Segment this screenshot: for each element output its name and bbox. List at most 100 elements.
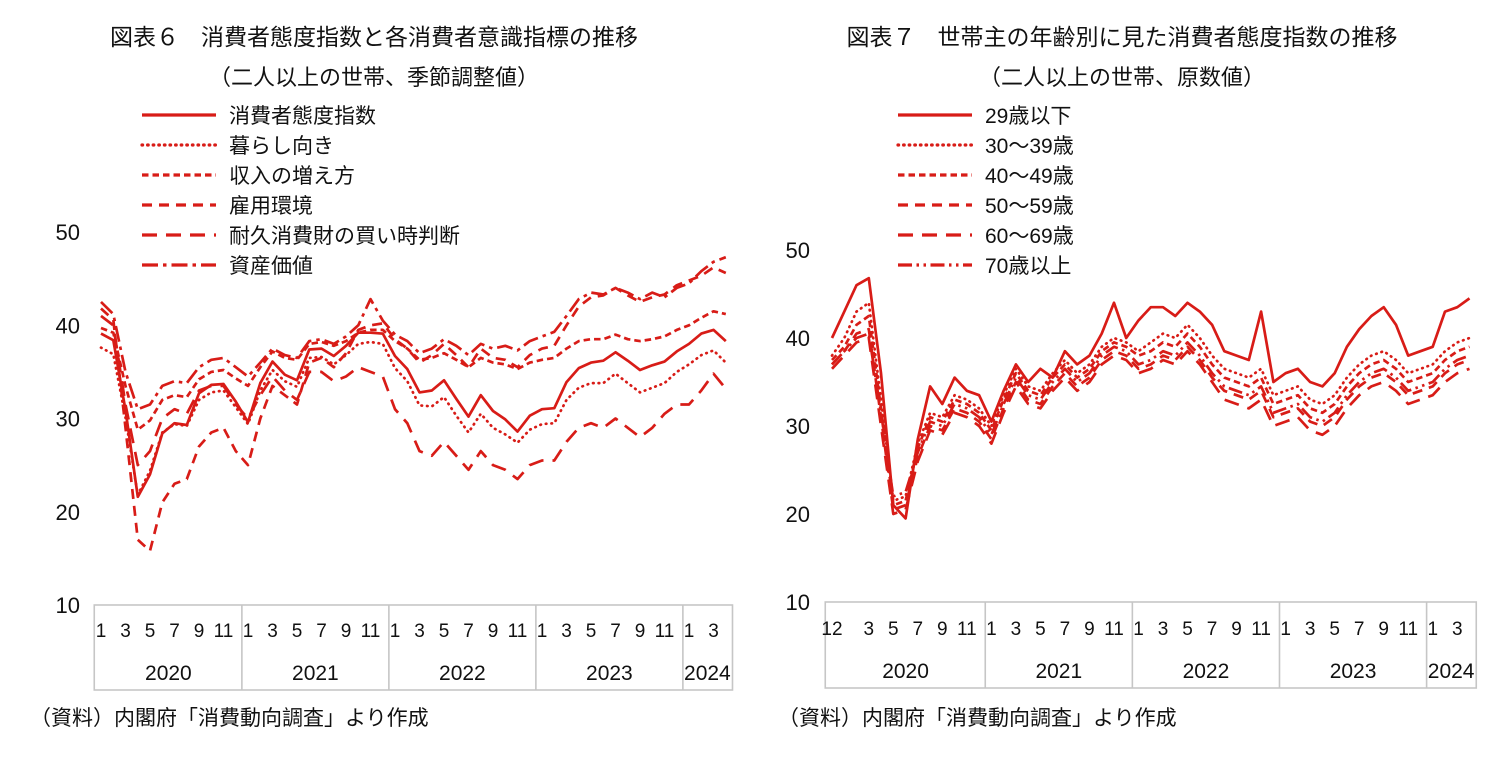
figure7-title-text: 世帯主の年齢別に見た消費者態度指数の推移 xyxy=(937,24,1398,50)
x-month-tick-label: 7 xyxy=(1060,619,1071,640)
series-line-2 xyxy=(830,301,1471,503)
figure7-subtitle: （二人以上の世帯、原数値） xyxy=(978,65,1265,90)
x-month-tick-label: 11 xyxy=(1251,619,1271,640)
figure7-number: 図表７ xyxy=(846,24,916,50)
x-year-label: 2024 xyxy=(684,662,731,685)
y-axis-tick-label: 50 xyxy=(786,238,810,263)
x-month-tick-label: 1 xyxy=(96,621,107,642)
y-axis-tick-label: 30 xyxy=(786,414,810,439)
x-month-tick-label: 5 xyxy=(292,621,303,642)
legend-label: 60～69歳 xyxy=(985,225,1074,248)
figure6-title: 図表６ 消費者態度指数と各消費者意識指標の推移 xyxy=(0,24,748,52)
series-line-4 xyxy=(100,266,727,553)
figure6-subtitle: （二人以上の世帯、季節調整値） xyxy=(208,65,539,90)
x-month-tick-label: 7 xyxy=(463,621,474,642)
x-month-tick-label: 5 xyxy=(1329,619,1340,640)
legend-label: 29歳以下 xyxy=(985,105,1071,128)
x-month-tick-label: 11 xyxy=(214,621,234,642)
series-line-4 xyxy=(831,327,1470,511)
x-month-tick-label: 3 xyxy=(1011,619,1022,640)
x-month-tick-label: 3 xyxy=(1158,619,1169,640)
x-month-tick-label: 1 xyxy=(1280,619,1291,640)
x-month-tick-label: 5 xyxy=(1182,619,1193,640)
y-axis-tick-label: 10 xyxy=(786,590,810,615)
x-month-tick-label: 9 xyxy=(937,619,948,640)
x-month-tick-label: 5 xyxy=(145,621,156,642)
x-month-tick-label: 1 xyxy=(1427,619,1438,640)
x-month-tick-label: 1 xyxy=(537,621,548,642)
x-month-tick-label: 11 xyxy=(957,619,977,640)
x-year-label: 2023 xyxy=(1330,660,1377,683)
x-year-label: 2022 xyxy=(1183,660,1230,683)
x-month-tick-label: 7 xyxy=(913,619,924,640)
x-month-tick-label: 9 xyxy=(635,621,646,642)
figure6-number: 図表６ xyxy=(110,24,179,50)
x-month-tick-label: 7 xyxy=(1207,619,1218,640)
x-year-label: 2023 xyxy=(586,662,633,685)
x-month-tick-label: 9 xyxy=(488,621,499,642)
x-month-tick-label: 11 xyxy=(361,621,381,642)
figure7-panel: 図表７ 世帯主の年齢別に見た消費者態度指数の推移 （二人以上の世帯、原数値） 50… xyxy=(748,0,1496,783)
series-line-6 xyxy=(100,255,727,411)
legend-label: 暮らし向き xyxy=(229,135,334,158)
x-month-tick-label: 3 xyxy=(267,621,278,642)
x-month-tick-label: 1 xyxy=(243,621,254,642)
legend-label: 耐久消費財の買い時判断 xyxy=(229,225,460,248)
figure7-title: 図表７ 世帯主の年齢別に見た消費者態度指数の推移 xyxy=(748,24,1496,52)
x-month-tick-label: 3 xyxy=(863,619,874,640)
series-line-1 xyxy=(830,276,1471,520)
x-year-label: 2024 xyxy=(1428,660,1475,683)
x-month-tick-label: 9 xyxy=(1378,619,1389,640)
x-month-tick-label: 5 xyxy=(439,621,450,642)
x-month-tick-label: 7 xyxy=(610,621,621,642)
y-axis-tick-label: 30 xyxy=(56,407,80,432)
x-month-tick-label: 5 xyxy=(888,619,899,640)
x-month-tick-label: 3 xyxy=(1305,619,1316,640)
x-month-tick-label: 1 xyxy=(390,621,401,642)
legend-label: 50～59歳 xyxy=(985,195,1074,218)
figure6-panel: 図表６ 消費者態度指数と各消費者意識指標の推移 （二人以上の世帯、季節調整値） 5… xyxy=(0,24,748,730)
x-year-label: 2020 xyxy=(882,660,929,683)
x-axis-box xyxy=(93,604,734,691)
figure6-source-note: （資料）内閣府「消費動向調査」より作成 xyxy=(30,707,429,730)
legend-label: 収入の増え方 xyxy=(229,165,355,188)
x-month-tick-label: 5 xyxy=(586,621,597,642)
x-year-label: 2020 xyxy=(145,662,192,685)
y-axis-tick-label: 40 xyxy=(786,326,810,351)
legend-label: 30～39歳 xyxy=(985,135,1074,158)
series-line-3 xyxy=(100,309,727,432)
x-month-tick-label: 3 xyxy=(561,621,572,642)
x-month-tick-label: 9 xyxy=(1084,619,1095,640)
x-year-label: 2021 xyxy=(1035,660,1082,683)
series-line-5 xyxy=(100,314,727,481)
x-month-tick-label: 9 xyxy=(1231,619,1242,640)
x-month-tick-label: 9 xyxy=(194,621,205,642)
x-year-label: 2022 xyxy=(439,662,486,685)
legend-label: 雇用環境 xyxy=(229,195,313,218)
series-line-3 xyxy=(831,314,1470,507)
x-month-tick-label: 11 xyxy=(655,621,675,642)
legend-label: 資産価値 xyxy=(229,255,313,278)
x-month-tick-label: 7 xyxy=(169,621,180,642)
x-month-tick-label: 11 xyxy=(508,621,528,642)
figure7-source-note: （資料）内閣府「消費動向調査」より作成 xyxy=(778,707,1177,730)
y-axis-tick-label: 10 xyxy=(56,593,80,618)
x-month-tick-label: 3 xyxy=(708,621,719,642)
x-month-tick-label: 1 xyxy=(986,619,997,640)
x-year-label: 2021 xyxy=(292,662,339,685)
x-month-tick-label: 3 xyxy=(414,621,425,642)
y-axis-tick-label: 40 xyxy=(56,313,80,338)
x-month-tick-label: 7 xyxy=(1354,619,1365,640)
x-axis-box xyxy=(824,601,1478,689)
series-line-6 xyxy=(831,332,1470,498)
x-month-tick-label: 3 xyxy=(1452,619,1463,640)
legend-label: 40～49歳 xyxy=(985,165,1074,188)
series-line-5 xyxy=(831,336,1470,516)
x-month-tick-label: 7 xyxy=(316,621,327,642)
figure6-title-text: 消費者態度指数と各消費者意識指標の推移 xyxy=(201,24,638,50)
x-month-tick-label: 9 xyxy=(341,621,352,642)
y-axis-tick-label: 20 xyxy=(56,500,80,525)
x-month-tick-label: 11 xyxy=(1104,619,1124,640)
legend-label: 消費者態度指数 xyxy=(229,105,376,128)
